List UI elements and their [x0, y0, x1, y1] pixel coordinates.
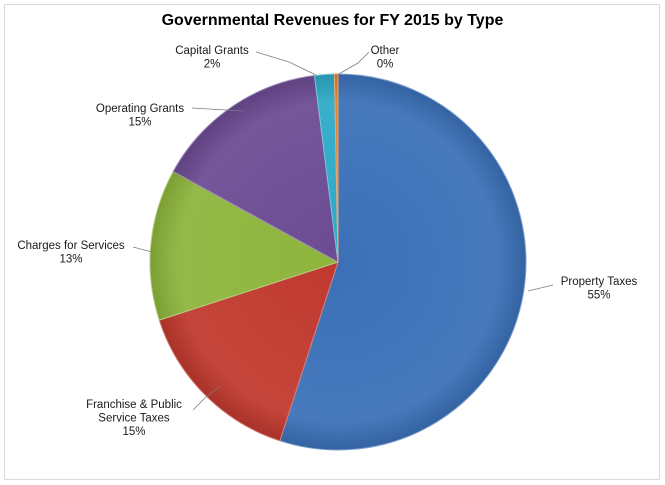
pie-slice-franchise-public-service-taxes: [158, 261, 339, 442]
leader-line-franchise: [192, 385, 221, 411]
data-label-property-percent: 55%: [587, 290, 610, 302]
pie-slice-charges-for-services: [149, 170, 340, 321]
data-label-capital-name: Capital Grants: [175, 45, 249, 57]
data-label-franchise-name: Service Taxes: [98, 413, 170, 425]
leader-line-property: [527, 284, 554, 292]
leader-line-operating: [191, 107, 244, 112]
leader-line-capital: [255, 51, 317, 76]
data-label-franchise-name: Franchise & Public: [86, 399, 182, 411]
data-label-capital-percent: 2%: [204, 59, 221, 71]
data-label-operating-name: Operating Grants: [96, 103, 184, 115]
data-label-operating-percent: 15%: [128, 117, 151, 129]
data-label-property-name: Property Taxes: [561, 276, 638, 288]
data-label-other-percent: 0%: [377, 59, 394, 71]
data-label-charges-percent: 13%: [59, 254, 82, 266]
data-label-other-name: Other: [371, 45, 400, 57]
data-label-charges-name: Charges for Services: [17, 240, 125, 252]
pie-slice-operating-grants: [172, 74, 339, 263]
pie-slice-property-taxes: [279, 73, 527, 451]
leader-line-other: [336, 51, 370, 76]
leader-line-charges: [132, 246, 153, 253]
chart-title: Governmental Revenues for FY 2015 by Typ…: [161, 12, 504, 29]
data-label-franchise-percent: 15%: [122, 426, 145, 438]
